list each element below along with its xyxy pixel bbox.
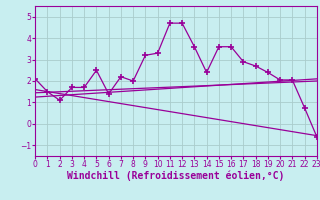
X-axis label: Windchill (Refroidissement éolien,°C): Windchill (Refroidissement éolien,°C) bbox=[67, 171, 285, 181]
